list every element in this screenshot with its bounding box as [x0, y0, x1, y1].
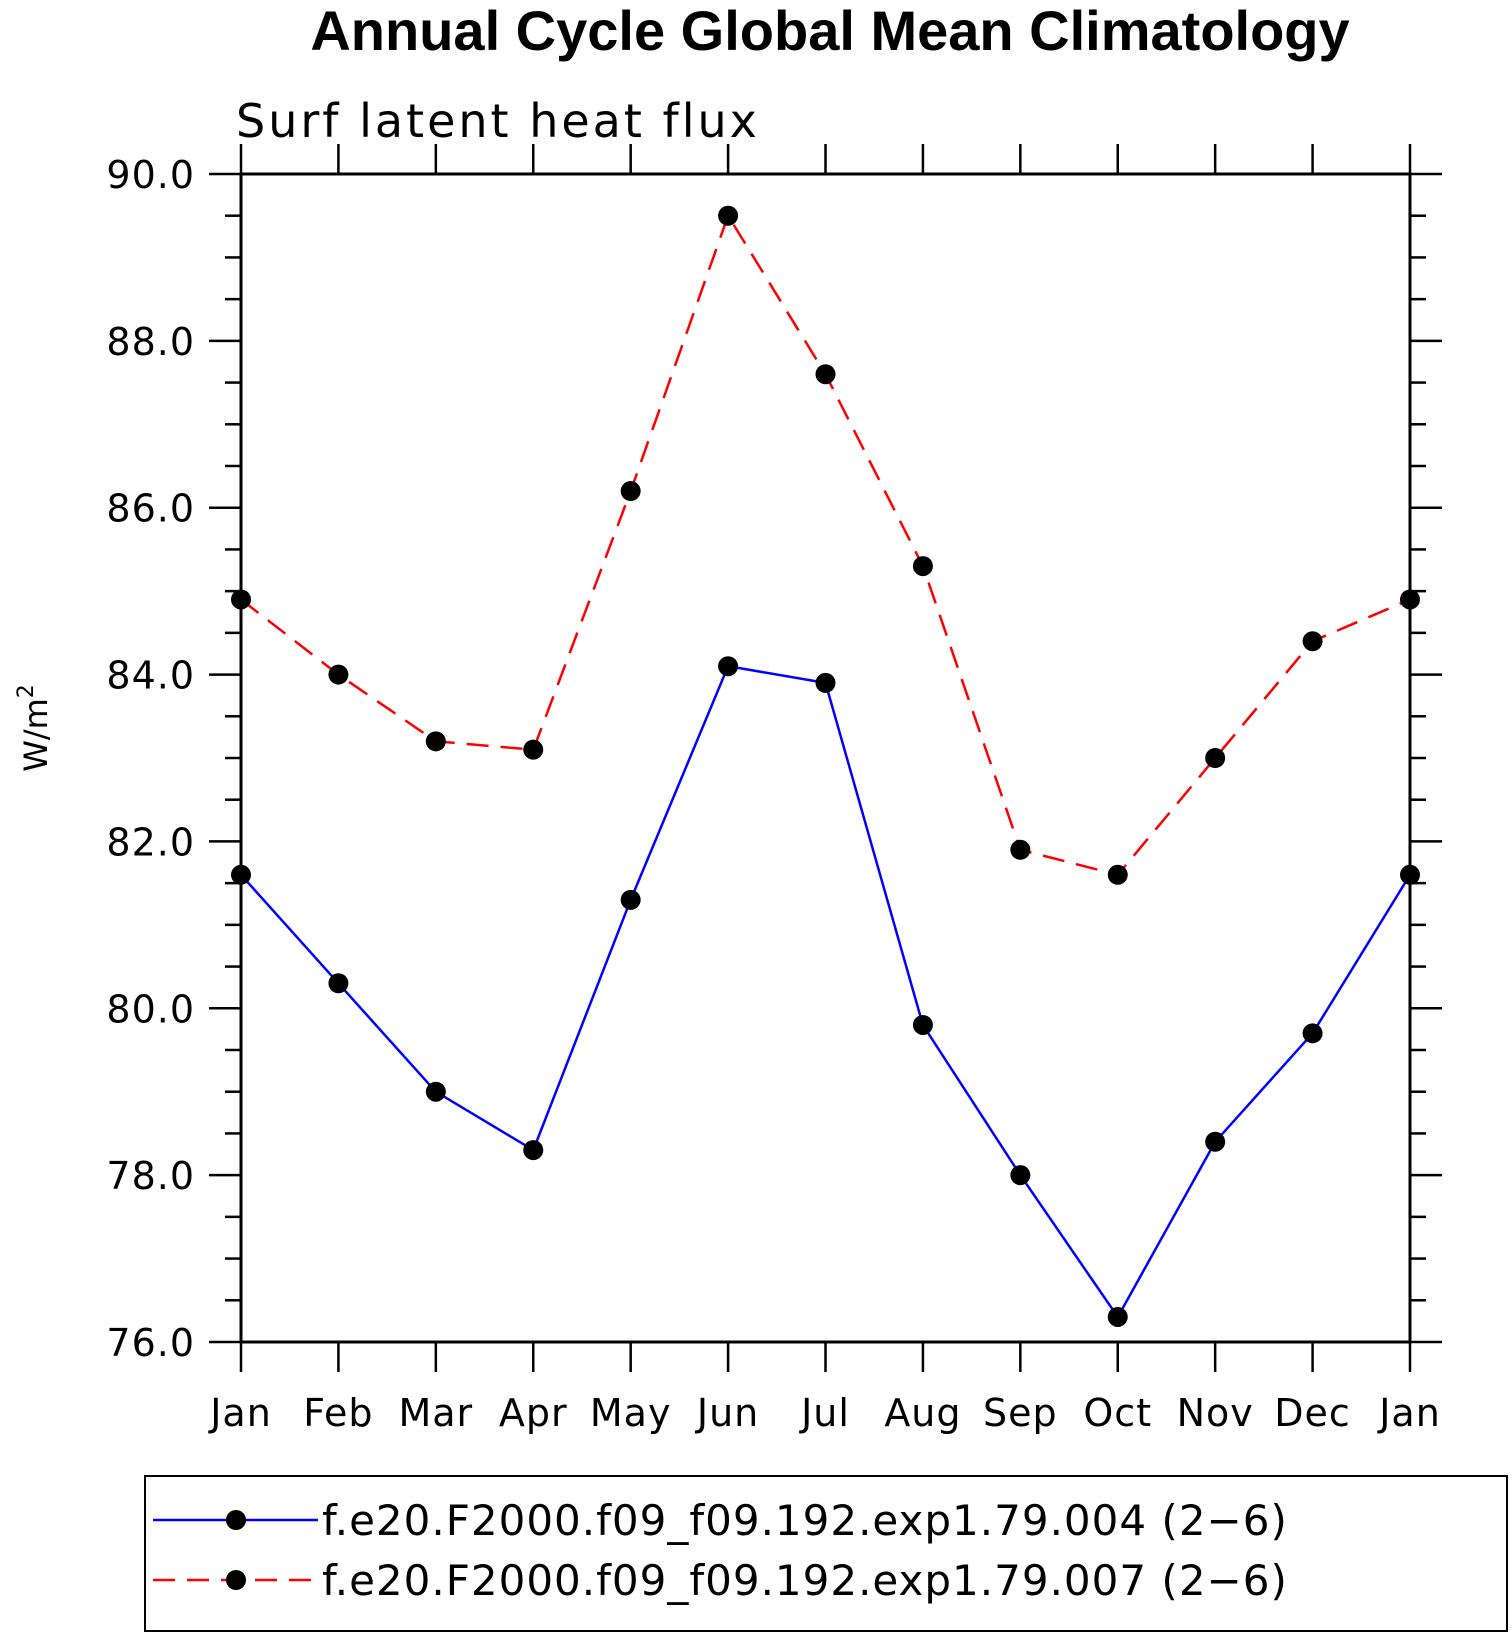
legend-box: [144, 1475, 1508, 1632]
series-1-point: [912, 1014, 933, 1035]
y-tick-label: 88.0: [106, 320, 195, 364]
series-2-point: [1302, 631, 1323, 652]
y-tick-label: 90.0: [106, 153, 195, 197]
series-1-point: [815, 672, 836, 693]
y-axis-label: W/m: [17, 698, 55, 772]
chart-title: Annual Cycle Global Mean Climatology: [310, 0, 1349, 62]
x-tick-label: Jun: [695, 1391, 759, 1435]
x-tick-labels: Jan Feb Mar Apr May Jun Jul Aug Sep Oct Nov Dec Jan: [208, 1391, 1441, 1435]
chart-subtitle: Surf latent heat flux: [236, 94, 760, 148]
legend-items: f.e20.F2000.f09_f09.192.exp1.79.004 (2−6…: [153, 1496, 1288, 1605]
series-2-point: [523, 739, 544, 760]
series-1-point: [231, 864, 251, 885]
legend-marker-2: [226, 1570, 246, 1590]
series-1-point: [425, 1081, 446, 1102]
series-2-point: [231, 589, 251, 610]
series-1-point: [620, 889, 641, 910]
y-tick-label: 82.0: [106, 820, 195, 864]
x-tick-label: Jul: [799, 1391, 850, 1435]
series-2-point: [718, 205, 739, 226]
series-1-point: [328, 973, 349, 994]
x-tick-label: Feb: [303, 1391, 373, 1435]
x-tick-label: Nov: [1177, 1391, 1254, 1435]
y-tick-label: 78.0: [106, 1154, 195, 1198]
y-axis-label-superscript: 2: [14, 684, 39, 698]
y-tick-label: 86.0: [106, 487, 195, 531]
x-tick-label: Oct: [1083, 1391, 1152, 1435]
series-line-2: [240, 212, 1411, 877]
y-tick-labels: 76.0 78.0 80.0 82.0 84.0 86.0 88.0 90.0: [106, 153, 195, 1365]
x-tick-label: Jan: [1377, 1391, 1441, 1435]
series-2-point: [815, 364, 836, 385]
series-1-point: [1302, 1023, 1323, 1044]
series-2-point: [1400, 589, 1420, 610]
legend-label-2: f.e20.F2000.f09_f09.192.exp1.79.007 (2−6…: [322, 1556, 1288, 1605]
y-tick-label: 80.0: [106, 987, 195, 1031]
legend-marker-1: [226, 1510, 246, 1530]
series-2-point: [1010, 839, 1031, 860]
series-1-point: [1205, 1131, 1226, 1152]
axis-ticks: [209, 144, 1442, 1372]
y-axis-title: W/m2: [14, 684, 55, 772]
x-tick-label: Mar: [398, 1391, 473, 1435]
series-2-point: [912, 556, 933, 577]
x-tick-label: Sep: [983, 1391, 1058, 1435]
series-1-point: [1107, 1306, 1128, 1327]
series-1-point: [718, 656, 739, 677]
series-2-point: [328, 664, 349, 685]
x-tick-label: Aug: [884, 1391, 961, 1435]
legend: f.e20.F2000.f09_f09.192.exp1.79.004 (2−6…: [144, 1475, 1508, 1632]
series-2-point: [1205, 748, 1226, 768]
svg-text:W/m2: W/m2: [14, 684, 55, 772]
y-tick-label: 84.0: [106, 654, 195, 698]
x-tick-label: Dec: [1274, 1391, 1351, 1435]
x-tick-label: May: [590, 1391, 672, 1435]
series-1-point: [523, 1140, 544, 1161]
series-2-point: [1107, 864, 1128, 885]
series-1-point: [1400, 864, 1420, 885]
series-1-point: [1010, 1165, 1031, 1186]
series-2-point: [620, 481, 641, 502]
x-tick-label: Apr: [499, 1391, 568, 1435]
plot-frame: [239, 172, 1412, 1344]
y-tick-label: 76.0: [106, 1321, 195, 1365]
series-points: [231, 205, 1420, 1327]
x-tick-label: Jan: [208, 1391, 272, 1435]
series-line-1: [240, 664, 1412, 1320]
series-2-point: [425, 731, 446, 752]
legend-label-1: f.e20.F2000.f09_f09.192.exp1.79.004 (2−6…: [322, 1496, 1288, 1545]
